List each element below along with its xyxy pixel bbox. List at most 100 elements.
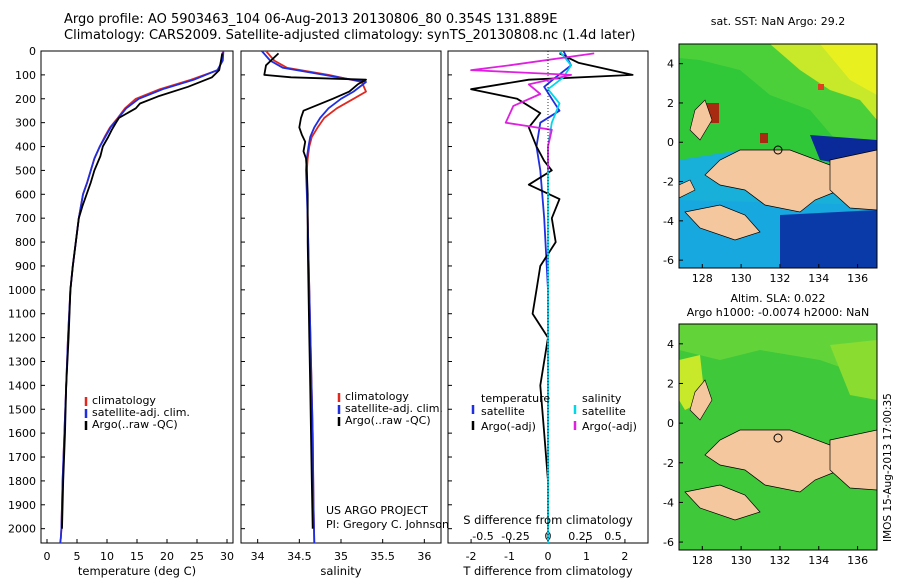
y-tick-label: 1200 — [8, 332, 36, 345]
x-tick-label: -1 — [504, 550, 515, 563]
x-tick-label: 2 — [621, 550, 628, 563]
y-tick-label: 1700 — [8, 451, 36, 464]
series-line-argo-raw-qc- — [61, 53, 224, 529]
y-tick-label: 1800 — [8, 475, 36, 488]
legend-label-sal-satellite: satellite — [582, 405, 626, 418]
map-y-tick-label: -4 — [663, 215, 674, 228]
y-tick-label: 900 — [15, 260, 36, 273]
map-x-tick-label: 132 — [769, 272, 790, 285]
x-tick-label: 20 — [160, 550, 174, 563]
map-y-tick-label: 4 — [667, 58, 674, 71]
map-x-tick-label: 134 — [808, 554, 829, 567]
map-y-tick-label: 0 — [667, 417, 674, 430]
land-halmahera — [689, 379, 713, 421]
x-tick-label: 15 — [130, 550, 144, 563]
x-tick-label: 5 — [74, 550, 81, 563]
x-tick-label: 10 — [100, 550, 114, 563]
y-tick-label: 700 — [15, 212, 36, 225]
sla-region-east — [830, 340, 877, 400]
legend-label-argo: Argo(..raw -QC) — [92, 418, 178, 431]
x-tick-label: 35.5 — [370, 550, 395, 563]
legend-label-satellite: satellite-adj. clim. — [92, 406, 190, 419]
legend-label-climatology: climatology — [92, 394, 156, 407]
argo-float-marker — [773, 145, 783, 155]
map-y-tick-label: 0 — [667, 136, 674, 149]
map-x-tick-label: 134 — [808, 272, 829, 285]
map-x-tick-label: 136 — [847, 272, 868, 285]
y-tick-label: 1600 — [8, 427, 36, 440]
argo-float-marker — [773, 433, 783, 443]
sst-region-deep-blue — [780, 210, 877, 268]
x-top-tick-label: 0.5 — [604, 530, 622, 543]
land-seram — [684, 484, 761, 521]
x-tick-label: 1 — [583, 550, 590, 563]
y-tick-label: 500 — [15, 164, 36, 177]
sla-map-title-2: Argo h1000: -0.0074 h2000: NaN — [687, 306, 870, 319]
legend-label-climatology: climatology — [345, 390, 409, 403]
x-tick-label: -2 — [466, 550, 477, 563]
legend-title-salinity: salinity — [582, 392, 622, 405]
sla-region-north — [679, 324, 877, 380]
series-line-climatology — [59, 51, 224, 543]
sla-map-title-1: Altim. SLA: 0.022 — [730, 292, 825, 305]
map-x-tick-label: 130 — [731, 272, 752, 285]
y-tick-label: 1900 — [8, 499, 36, 512]
y-tick-label: 600 — [15, 188, 36, 201]
sla-map: Altim. SLA: 0.022 Argo h1000: -0.0074 h2… — [678, 292, 878, 551]
x-tick-label: 25 — [190, 550, 204, 563]
figure-title-line2: Climatology: CARS2009. Satellite-adjuste… — [64, 28, 636, 43]
pi-annotation: PI: Gregory C. Johnson — [326, 518, 449, 531]
y-tick-label: 1400 — [8, 379, 36, 392]
axes-layer: 0100200300400500600700800900100011001200… — [8, 45, 628, 563]
legend-label-temp-satellite: satellite — [481, 405, 525, 418]
land-new-guinea-east — [829, 149, 877, 211]
x-tick-label: 34 — [251, 550, 265, 563]
map-y-tick-label: 2 — [667, 97, 674, 110]
temperature-lines — [59, 51, 225, 543]
salinity-legend: climatology satellite-adj. clim. Argo(..… — [326, 390, 449, 531]
salinity-panel-frame — [240, 50, 442, 544]
sla-map-frame — [678, 323, 878, 551]
y-tick-label: 1000 — [8, 284, 36, 297]
y-tick-label: 100 — [15, 69, 36, 82]
y-tick-label: 1500 — [8, 403, 36, 416]
series-line-temperature-satellite — [535, 51, 572, 543]
y-tick-label: 200 — [15, 93, 36, 106]
x-top-tick-label: -0.25 — [501, 530, 529, 543]
salinity-xlabel: salinity — [320, 564, 361, 578]
series-line-salinity-satellite — [547, 51, 572, 543]
map-x-tick-label: 130 — [731, 554, 752, 567]
sst-region-warm — [820, 44, 877, 95]
series-line-argo-raw-qc- — [263, 52, 367, 529]
land-new-guinea-west — [704, 149, 841, 213]
x-tick-label: 0 — [545, 550, 552, 563]
timestamp-stamp: IMOS 15-Aug-2013 17:00:35 — [882, 393, 894, 542]
map-y-tick-label: -6 — [663, 254, 674, 267]
legend-label-argo: Argo(..raw -QC) — [345, 414, 431, 427]
map-y-tick-label: -4 — [663, 496, 674, 509]
salinity-lines — [261, 51, 367, 543]
difference-xlabel-top: S difference from climatology — [463, 513, 633, 527]
sst-map: sat. SST: NaN Argo: 29.2 — [678, 15, 878, 269]
figure-title-line1: Argo profile: AO 5903463_104 06-Aug-2013… — [64, 12, 558, 27]
land-halmahera — [689, 99, 713, 141]
y-tick-label: 400 — [15, 141, 36, 154]
series-line-satellite-adj-clim- — [261, 51, 367, 543]
land-buru — [679, 179, 696, 199]
y-tick-label: 300 — [15, 117, 36, 130]
y-tick-label: 0 — [29, 45, 36, 58]
y-tick-label: 800 — [15, 236, 36, 249]
sst-map-title: sat. SST: NaN Argo: 29.2 — [711, 15, 845, 28]
x-tick-label: 36 — [417, 550, 431, 563]
map-x-tick-label: 128 — [692, 272, 713, 285]
map-y-tick-label: -2 — [663, 457, 674, 470]
land-new-guinea-west — [704, 429, 841, 493]
difference-legend: temperature satellite Argo(-adj) salinit… — [471, 392, 637, 433]
series-line-salinity-argo-adj- — [470, 52, 595, 171]
map-y-tick-label: 4 — [667, 338, 674, 351]
legend-label-satellite: satellite-adj. clim. — [345, 402, 443, 415]
x-top-tick-label: 0.25 — [568, 530, 593, 543]
difference-xlabel: T difference from climatology — [462, 564, 633, 578]
map-y-tick-label: 2 — [667, 377, 674, 390]
